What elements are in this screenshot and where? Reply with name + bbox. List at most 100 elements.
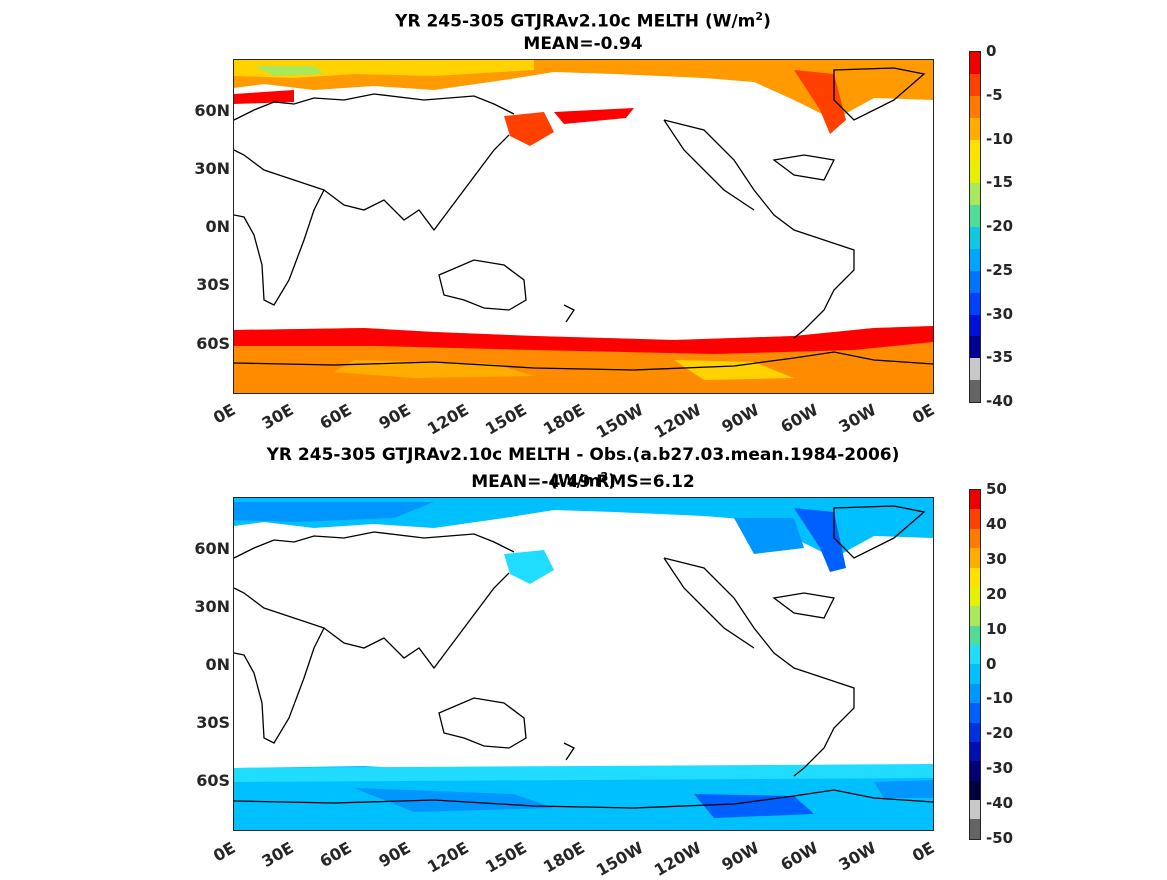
panel2-colorbar-segment xyxy=(970,567,980,587)
panel2-colorbar-segment xyxy=(970,741,980,762)
panel2-colorbar-segment xyxy=(970,548,980,568)
panel1-ytick-60n: 60N xyxy=(194,101,230,120)
panel1-colorbar-tick: 0 xyxy=(986,42,997,60)
panel2-xtick-9: 90W xyxy=(718,838,763,875)
panel2-xtick-6: 180E xyxy=(540,838,588,877)
panel2-antarctic-shading xyxy=(234,764,933,830)
panel1-xtick-2: 60E xyxy=(316,400,355,434)
panel2-colorbar-tick: -10 xyxy=(986,689,1014,708)
panel2-colorbar-segment xyxy=(970,645,980,665)
panel1-colorbar-tick: -30 xyxy=(986,304,1014,323)
panel1-colorbar-tick: -35 xyxy=(986,348,1014,367)
panel1-colorbar-tick: -15 xyxy=(986,173,1014,192)
panel1-xtick-0: 0E xyxy=(209,400,239,428)
panel1-title-text: YR 245-305 GTJRAv2.10c MELTH (W/m xyxy=(395,11,756,32)
panel1-xtick-10: 60W xyxy=(776,400,821,437)
panel2-map xyxy=(233,497,934,831)
panel1-colorbar-segment xyxy=(970,95,980,118)
panel2-colorbar-segment xyxy=(970,800,980,820)
panel1-title-end: ) xyxy=(763,11,771,32)
panel1-colorbar-segment xyxy=(970,73,980,96)
panel2-xtick-3: 90E xyxy=(374,838,414,872)
panel2-colorbar-tick: -20 xyxy=(986,724,1014,743)
panel1-xtick-5: 150E xyxy=(481,400,530,439)
panel2-colorbar-segment xyxy=(970,683,980,704)
panel2-title-end: ) xyxy=(608,471,616,492)
panel1-colorbar-segment xyxy=(970,292,980,315)
panel1-xtick-12: 0E xyxy=(908,400,938,428)
panel1-ytick-60s: 60S xyxy=(196,334,230,353)
panel1-colorbar-tick: -25 xyxy=(986,260,1014,279)
panel2-ytick-30n: 30N xyxy=(194,597,230,616)
panel1-colorbar-segment xyxy=(970,248,980,271)
panel2-xtick-0: 0E xyxy=(209,838,239,866)
panel2-ytick-60s: 60S xyxy=(196,771,230,790)
panel1-coastlines xyxy=(234,67,933,371)
panel2-colorbar xyxy=(969,489,981,840)
panel2-colorbar-tick: -50 xyxy=(986,829,1014,847)
panel2-colorbar-segment xyxy=(970,606,980,626)
panel1-colorbar-tick: -40 xyxy=(986,392,1014,410)
panel1-map-svg xyxy=(234,60,933,393)
panel1-title-sup: 2 xyxy=(755,10,764,23)
panel1-colorbar-segment xyxy=(970,314,980,337)
panel1-ytick-30s: 30S xyxy=(196,275,230,294)
panel1-xtick-11: 30W xyxy=(835,400,880,437)
panel1-colorbar-tick: -10 xyxy=(986,129,1014,148)
panel1-colorbar-segment xyxy=(970,227,980,249)
panel1-colorbar xyxy=(969,51,981,403)
panel2-xtick-8: 120W xyxy=(650,838,705,880)
panel1-xtick-8: 120W xyxy=(650,400,705,442)
panel2-arctic-shading xyxy=(234,498,933,584)
panel2-colorbar-segment xyxy=(970,722,980,742)
panel2-title-text: YR 245-305 GTJRAv2.10c MELTH - Obs.(a.b2… xyxy=(266,445,900,492)
panel2-xtick-4: 120E xyxy=(423,838,472,877)
panel2-colorbar-segment xyxy=(970,664,980,684)
panel2-colorbar-tick: -30 xyxy=(986,759,1014,778)
panel2-colorbar-segment xyxy=(970,586,980,607)
panel1-antarctic-shading xyxy=(234,326,933,393)
panel2-coastlines xyxy=(234,505,933,809)
panel2-colorbar-tick: 10 xyxy=(986,619,1007,638)
panel2-title-sup: 2 xyxy=(600,470,609,483)
panel1-colorbar-segment xyxy=(970,205,980,227)
panel2-xtick-2: 60E xyxy=(316,838,355,872)
panel2-colorbar-tick: -40 xyxy=(986,794,1014,813)
panel1-subtitle: MEAN=-0.94 xyxy=(523,34,643,54)
panel2-xtick-5: 150E xyxy=(481,838,530,877)
panel2-colorbar-tick: 50 xyxy=(986,480,1007,498)
panel2-map-svg xyxy=(234,498,933,830)
panel1-xtick-9: 90W xyxy=(718,400,763,437)
panel1-colorbar-tick: -20 xyxy=(986,217,1014,235)
panel1-colorbar-tick: -5 xyxy=(986,85,1003,104)
panel2-colorbar-segment xyxy=(970,703,980,723)
panel2-colorbar-tick: 40 xyxy=(986,514,1007,533)
panel1-ytick-0n: 0N xyxy=(205,217,230,236)
panel1-colorbar-segment xyxy=(970,380,980,402)
panel1-colorbar-segment xyxy=(970,117,980,140)
panel1-map xyxy=(233,59,934,394)
panel2-ytick-0n: 0N xyxy=(205,655,230,674)
panel1-xtick-4: 120E xyxy=(423,400,472,439)
panel2-xtick-12: 0E xyxy=(908,838,938,866)
panel1-colorbar-segment xyxy=(970,358,980,381)
panel1-colorbar-segment xyxy=(970,336,980,359)
panel2-subtitle: MEAN=-4.49 RMS=6.12 xyxy=(471,472,695,492)
panel1-colorbar-segment xyxy=(970,183,980,206)
panel2-colorbar-tick: 20 xyxy=(986,584,1007,603)
panel2-colorbar-segment xyxy=(970,819,980,839)
panel1-ytick-30n: 30N xyxy=(194,159,230,178)
panel1-xtick-1: 30E xyxy=(258,400,297,434)
panel2-ytick-30s: 30S xyxy=(196,713,230,732)
panel1-xtick-3: 90E xyxy=(374,400,414,434)
panel1-colorbar-segment xyxy=(970,139,980,162)
panel2-ytick-60n: 60N xyxy=(194,539,230,558)
panel2-xtick-10: 60W xyxy=(776,838,821,875)
panel2-xtick-11: 30W xyxy=(835,838,880,875)
panel1-xtick-6: 180E xyxy=(540,400,588,439)
panel2-title: YR 245-305 GTJRAv2.10c MELTH - Obs.(a.b2… xyxy=(233,444,933,493)
panel1-colorbar-segment xyxy=(970,52,980,74)
panel1-title: YR 245-305 GTJRAv2.10c MELTH (W/m2) xyxy=(233,6,933,33)
panel2-colorbar-segment xyxy=(970,780,980,800)
panel2-colorbar-segment xyxy=(970,625,980,645)
